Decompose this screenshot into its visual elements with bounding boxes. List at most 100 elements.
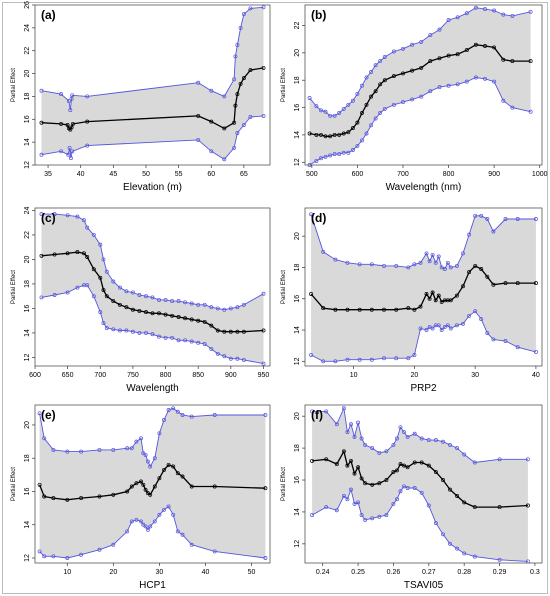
y-tick-label: 12 <box>294 158 301 166</box>
lower-bound-point <box>406 356 411 361</box>
mean-effect-point <box>183 316 188 321</box>
lower-bound-point <box>67 145 72 150</box>
upper-bound-point <box>467 232 472 237</box>
mean-effect-point <box>492 45 497 50</box>
lower-bound-point <box>467 313 472 318</box>
lower-bound-point <box>349 487 353 492</box>
x-tick-label: 600 <box>29 372 41 379</box>
lower-bound-point <box>378 111 383 115</box>
lower-bound-point <box>134 517 139 522</box>
mean-effect-point <box>170 313 175 318</box>
upper-bound-point <box>111 279 116 284</box>
mean-effect-point <box>462 500 467 505</box>
lower-bound-point <box>515 345 520 350</box>
y-tick-label: 14 <box>294 508 301 516</box>
lower-bound-point <box>350 148 355 152</box>
mean-effect-point <box>104 294 109 299</box>
lower-bound-point <box>472 554 477 559</box>
upper-bound-point <box>345 260 350 265</box>
y-tick-label: 14 <box>294 131 301 139</box>
upper-bound-point <box>378 59 383 64</box>
upper-bound-point <box>307 96 312 100</box>
mean-effect-point <box>332 132 337 137</box>
mean-effect-point <box>377 481 382 486</box>
lower-bound-point <box>430 326 435 331</box>
mean-effect-point <box>321 306 326 311</box>
y-tick-label: 18 <box>294 76 301 84</box>
mean-effect-point <box>363 481 368 486</box>
lower-bound-point <box>464 79 469 84</box>
lower-bound-line <box>311 485 528 562</box>
y-axis-label: Partial Effect <box>281 467 287 501</box>
mean-effect-point <box>410 68 415 73</box>
upper-bound-point <box>363 442 368 447</box>
lower-bound-point <box>419 94 424 99</box>
mean-effect-point <box>328 134 333 139</box>
upper-bound-point <box>472 460 477 465</box>
lower-bound-point <box>405 486 410 490</box>
lower-bound-point <box>148 524 153 529</box>
mean-effect-point <box>143 487 148 492</box>
lower-bound-point <box>202 342 207 346</box>
mean-effect-point <box>491 282 496 287</box>
lower-bound-point <box>412 353 417 357</box>
mean-effect-point <box>356 465 361 470</box>
lower-bound-point <box>68 156 73 161</box>
upper-bound-point <box>183 300 188 305</box>
y-tick-label: 18 <box>24 454 31 462</box>
lower-bound-point <box>446 83 451 88</box>
lower-bound-point <box>510 105 515 110</box>
lower-bound-point <box>37 549 42 554</box>
lower-bound-point <box>324 505 329 510</box>
x-tick-label: 45 <box>109 171 117 178</box>
upper-bound-point <box>144 294 148 299</box>
lower-bound-point <box>222 354 227 359</box>
x-tick-label: 700 <box>397 171 409 178</box>
upper-bound-point <box>215 306 220 311</box>
upper-bound-point <box>341 106 346 111</box>
lower-bound-point <box>152 519 157 524</box>
lower-bound-point <box>39 152 44 157</box>
upper-bound-point <box>350 98 355 103</box>
lower-bound-point <box>479 317 484 322</box>
lower-bound-point <box>410 97 415 102</box>
y-tick-label: 14 <box>294 326 301 334</box>
upper-bound-point <box>170 299 175 304</box>
lower-bound-point <box>75 285 80 290</box>
lower-bound-point <box>352 501 357 506</box>
lower-bound-point <box>334 508 339 513</box>
y-tick-label: 22 <box>294 22 301 30</box>
panel-label: (c) <box>41 211 56 225</box>
y-tick-label: 12 <box>24 554 31 562</box>
mean-effect-point <box>427 296 432 301</box>
lower-bound-point <box>66 152 71 157</box>
mean-effect-line <box>312 449 528 508</box>
upper-bound-point <box>232 77 237 82</box>
mean-effect-point <box>406 306 411 311</box>
lower-bound-point <box>345 357 350 362</box>
panel-0: 35 40 45 50 55 60 65 12 14 16 18 20 22 24 26 Elevation … <box>11 1 271 193</box>
mean-effect-point <box>382 307 386 312</box>
mean-effect-point <box>533 281 538 286</box>
confidence-band <box>312 408 528 562</box>
lower-bound-point <box>369 123 374 128</box>
upper-bound-point <box>145 459 150 464</box>
upper-bound-point <box>391 49 396 54</box>
upper-bound-point <box>180 413 185 417</box>
mean-effect-point <box>162 467 166 472</box>
panel-label: (f) <box>311 408 323 422</box>
upper-bound-point <box>333 257 338 262</box>
y-tick-label: 22 <box>24 47 31 55</box>
lower-bound-point <box>319 156 323 161</box>
mean-effect-point <box>341 449 346 454</box>
mean-effect-point <box>215 328 220 333</box>
mean-effect-point <box>346 130 351 135</box>
upper-bound-point <box>479 213 484 218</box>
upper-bound-point <box>462 452 467 457</box>
upper-bound-point <box>439 265 444 270</box>
mean-effect-point <box>355 120 360 125</box>
x-axis-label: Wavelength (nm) <box>386 182 462 193</box>
upper-bound-point <box>437 27 442 32</box>
upper-bound-line <box>312 406 528 463</box>
lower-bound-point <box>439 328 444 332</box>
